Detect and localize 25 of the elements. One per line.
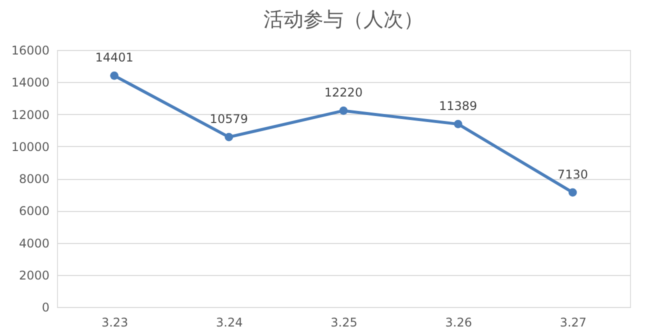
data-label: 7130 <box>557 167 588 182</box>
point <box>454 120 462 128</box>
y-tick-label: 14000 <box>11 76 50 90</box>
x-tick-label: 3.27 <box>560 316 587 330</box>
y-tick-label: 6000 <box>18 204 50 218</box>
point <box>224 132 234 142</box>
data-label: 11389 <box>439 99 478 114</box>
y-tick-label: 8000 <box>18 172 50 186</box>
data-label: 12220 <box>324 86 363 100</box>
x-tick-label: 3.23 <box>101 316 128 330</box>
data-label: 10579 <box>210 112 248 126</box>
y-tick-label: 4000 <box>18 236 50 250</box>
y-tick-label: 16000 <box>11 44 50 58</box>
x-tick-label: 3.25 <box>330 316 358 330</box>
data-label: 14401 <box>95 50 134 65</box>
y-tick-label: 2000 <box>18 268 50 282</box>
point <box>110 72 118 80</box>
point <box>568 188 577 197</box>
y-tick-label: 12000 <box>11 108 50 122</box>
point <box>339 106 348 115</box>
chart-title: 活动参与（人次） <box>264 7 424 31</box>
x-tick-label: 3.26 <box>445 316 472 330</box>
x-tick-label: 3.24 <box>216 316 243 330</box>
y-tick-label: 0 <box>42 300 50 314</box>
y-tick-label: 10000 <box>11 140 50 154</box>
